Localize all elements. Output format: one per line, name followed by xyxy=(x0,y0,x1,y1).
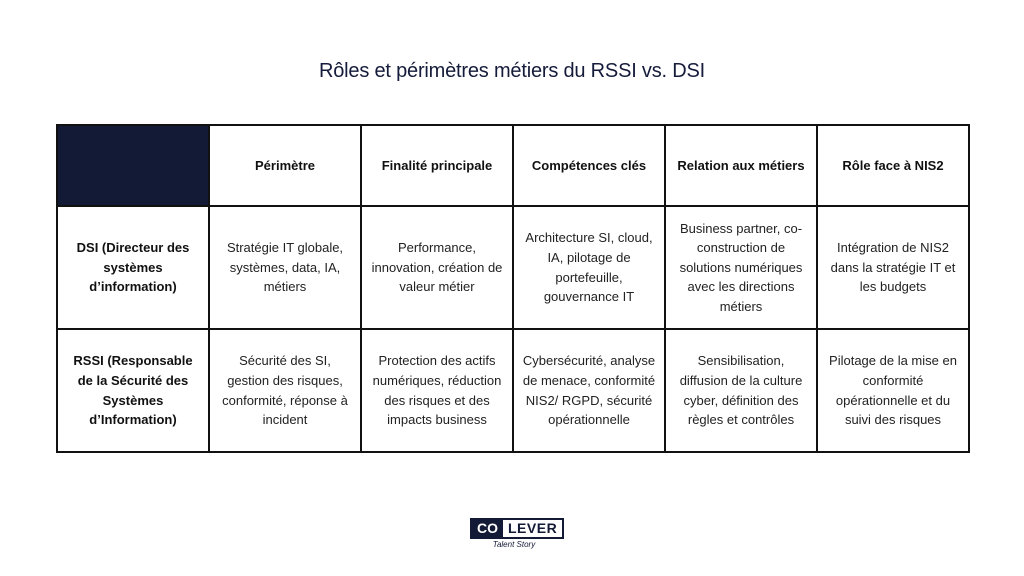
column-header: Finalité principale xyxy=(360,124,514,207)
table-cell: Intégration de NIS2 dans la stratégie IT… xyxy=(816,205,970,330)
row-header: DSI (Directeur des systèmes d’informatio… xyxy=(56,205,210,330)
table-cell: Business partner, co-construction de sol… xyxy=(664,205,818,330)
table-cell: Architecture SI, cloud, IA, pilotage de … xyxy=(512,205,666,330)
column-header: Relation aux métiers xyxy=(664,124,818,207)
logo-tagline: Talent Story xyxy=(492,540,536,549)
logo-part-co: CO xyxy=(472,520,503,537)
column-header: Périmètre xyxy=(208,124,362,207)
comparison-table: Périmètre Finalité principale Compétence… xyxy=(56,124,970,453)
table-cell: Stratégie IT globale, systèmes, data, IA… xyxy=(208,205,362,330)
column-header: Compétences clés xyxy=(512,124,666,207)
table-row: RSSI (Responsable de la Sécurité des Sys… xyxy=(56,328,970,453)
table-cell: Cybersécurité, analyse de menace, confor… xyxy=(512,328,666,453)
colever-logo: CO LEVER xyxy=(470,518,565,539)
page-title: Rôles et périmètres métiers du RSSI vs. … xyxy=(319,60,705,82)
column-header: Rôle face à NIS2 xyxy=(816,124,970,207)
table-cell: Sensibilisation, diffusion de la culture… xyxy=(664,328,818,453)
row-header: RSSI (Responsable de la Sécurité des Sys… xyxy=(56,328,210,453)
header-row: Périmètre Finalité principale Compétence… xyxy=(56,124,970,207)
table-cell: Sécurité des SI, gestion des risques, co… xyxy=(208,328,362,453)
table-cell: Pilotage de la mise en conformité opérat… xyxy=(816,328,970,453)
table-cell: Performance, innovation, création de val… xyxy=(360,205,514,330)
logo-part-lever: LEVER xyxy=(508,520,558,536)
table-row: DSI (Directeur des systèmes d’informatio… xyxy=(56,205,970,330)
table-cell: Protection des actifs numériques, réduct… xyxy=(360,328,514,453)
corner-cell xyxy=(56,124,210,207)
